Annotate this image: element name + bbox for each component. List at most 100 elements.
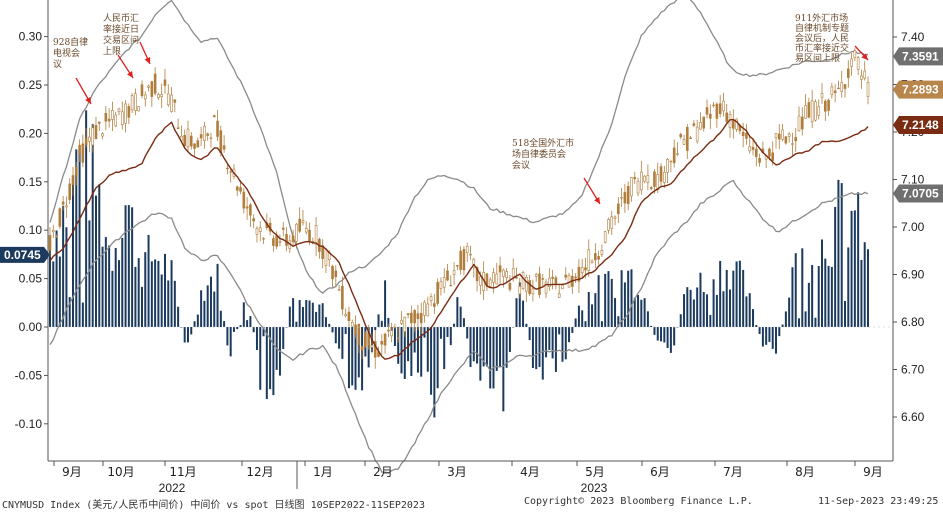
- spread-bar: [663, 327, 666, 343]
- spot-candle-body: [590, 260, 594, 264]
- spot-candle-body: [636, 180, 640, 194]
- spread-bar: [499, 327, 502, 368]
- spot-candle-body: [344, 313, 347, 317]
- spot-candle-body: [163, 79, 167, 86]
- spot-candle-body: [301, 220, 305, 223]
- spread-bar: [528, 327, 531, 341]
- right-tick-label: 6.90: [901, 268, 925, 282]
- spread-bar: [410, 327, 413, 376]
- spread-bar: [692, 299, 695, 327]
- spread-bar: [666, 327, 669, 349]
- spread-bar: [525, 323, 528, 327]
- right-tick-label: 6.60: [901, 410, 925, 424]
- spread-bar: [219, 310, 222, 327]
- spread-bar: [650, 325, 653, 327]
- left-tick-label: -0.05: [15, 368, 43, 382]
- spread-bar: [610, 278, 613, 327]
- spread-bar: [495, 327, 498, 371]
- spread-bar: [551, 327, 554, 359]
- spread-bar: [748, 293, 751, 327]
- spread-bar: [400, 327, 403, 374]
- spot-candle-body: [771, 152, 775, 161]
- spread-bar: [679, 314, 682, 327]
- spread-bar: [334, 327, 337, 344]
- spot-candle-body: [354, 324, 357, 335]
- spread-bar: [620, 270, 623, 327]
- spread-bar: [640, 299, 643, 327]
- spot-candle-body: [804, 105, 807, 119]
- spot-candle-body: [620, 197, 623, 199]
- spot-candle-body: [755, 148, 758, 157]
- spot-candle-body: [88, 136, 91, 142]
- spread-bar: [324, 317, 327, 327]
- spread-bar: [147, 234, 150, 327]
- spread-bar: [673, 327, 676, 346]
- spread-bar: [423, 327, 426, 338]
- spot-candle-body: [479, 276, 482, 286]
- spot-candle-body: [640, 171, 643, 191]
- spread-bar: [259, 327, 262, 390]
- spread-bar: [213, 291, 216, 327]
- spot-candle-body: [850, 58, 853, 67]
- spot-candle-body: [433, 303, 436, 307]
- spot-candle-body: [488, 279, 492, 287]
- spot-candle-body: [216, 120, 219, 137]
- annotation-928: 电视会: [53, 47, 80, 59]
- spot-candle-body: [695, 126, 699, 142]
- annotation-rate-limit: 交易区间: [103, 34, 139, 46]
- spread-bar: [630, 269, 633, 327]
- spot-candle-body: [249, 204, 252, 216]
- spot-candle-body: [272, 238, 275, 246]
- spread-bar: [568, 327, 571, 343]
- lower-band-tag-label: 7.0705: [902, 187, 939, 201]
- spread-bar: [354, 327, 357, 390]
- spot-candle-body: [800, 116, 804, 130]
- spread-bar: [137, 258, 140, 327]
- spot-candle-body: [840, 82, 844, 92]
- spot-candle-body: [383, 333, 387, 346]
- spot-candle-body: [120, 111, 124, 125]
- spread-bar: [68, 297, 71, 327]
- price-lines: [48, 0, 870, 474]
- spread-bar: [807, 282, 810, 327]
- spot-candle-body: [778, 133, 781, 140]
- fixing-tag-label: 7.2148: [902, 118, 939, 132]
- spot-candle-body: [856, 57, 860, 70]
- spot-candle-body: [426, 303, 430, 317]
- right-tick-label: 7.10: [901, 173, 925, 187]
- spot-candle-body: [498, 265, 502, 273]
- spread-bar: [535, 327, 538, 370]
- spread-bar: [502, 327, 505, 412]
- spot-candle-body: [285, 234, 288, 246]
- spread-bar: [459, 306, 462, 327]
- spot-candle-body: [410, 312, 413, 324]
- left-tick-label: 0.10: [19, 223, 43, 237]
- spread-bar: [725, 269, 728, 327]
- spread-bar: [144, 252, 147, 327]
- spot-candle-body: [130, 95, 134, 111]
- spread-bar: [186, 327, 189, 343]
- spread-bar: [420, 327, 423, 377]
- spot-candle-body: [370, 344, 374, 348]
- spot-candle-body: [278, 240, 282, 243]
- spot-candle-body: [702, 116, 706, 129]
- spot-candle-body: [449, 284, 453, 287]
- spot-candle-body: [459, 250, 462, 270]
- spot-candle-body: [866, 82, 870, 97]
- spot-candle-body: [646, 175, 650, 183]
- spot-candle-body: [176, 127, 180, 129]
- annotation-911: 币汇率接近交: [795, 42, 849, 54]
- spread-bar: [709, 314, 712, 327]
- spot-candle-body: [403, 316, 407, 332]
- spot-candle-body: [626, 185, 630, 205]
- spot-candle-body: [472, 258, 476, 268]
- spread-bar: [426, 327, 429, 372]
- spot-candle-body: [597, 256, 600, 260]
- spread-bar: [587, 291, 590, 327]
- spot-candle-body: [380, 341, 384, 345]
- spread-bar: [482, 327, 485, 367]
- spread-bar: [347, 327, 350, 389]
- spot-candle-body: [166, 93, 170, 106]
- spread-bar: [660, 327, 663, 342]
- spread-bar: [407, 327, 410, 362]
